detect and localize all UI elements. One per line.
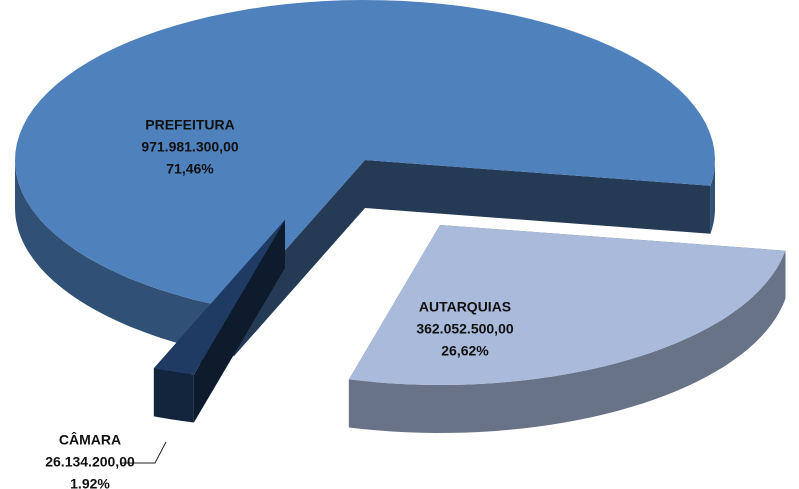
slice-label: AUTARQUIAS [419, 299, 511, 315]
percent-label: 1.92% [70, 476, 110, 489]
slice-top [15, 0, 715, 309]
value-label: 971.981.300,00 [141, 139, 239, 155]
percent-label: 26,62% [441, 343, 489, 359]
value-label: 26.134.200,00 [45, 454, 135, 470]
leader-line [120, 441, 167, 464]
slice-cut-face [233, 160, 365, 357]
value-label: 362.052.500,00 [416, 321, 514, 337]
slice-top [153, 220, 285, 375]
slice-top [348, 225, 786, 385]
percent-label: 71,46% [166, 161, 214, 177]
slice-side [710, 160, 715, 234]
slice-side [15, 160, 234, 357]
slice-side [153, 368, 194, 423]
pie-slice [153, 220, 285, 423]
slice-cut-face [365, 160, 711, 234]
pie-slice [348, 225, 786, 433]
slice-label: PREFEITURA [145, 117, 234, 133]
slice-side [348, 250, 786, 433]
slice-label: CÂMARA [59, 431, 121, 448]
pie-slice [15, 0, 715, 357]
